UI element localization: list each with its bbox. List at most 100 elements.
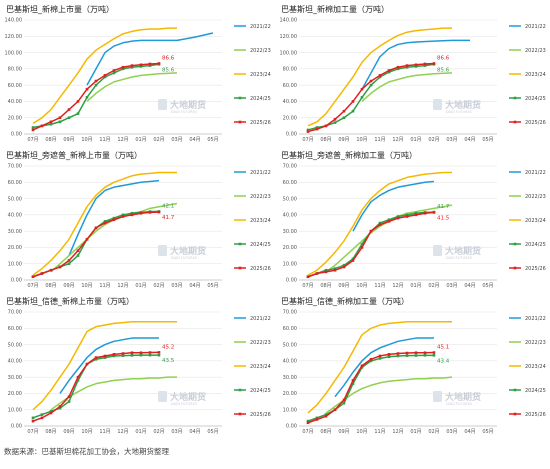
x-tick-label: 02月 [153, 137, 164, 143]
chart-title: 巴基斯坦_新棉加工量（万吨） [281, 5, 389, 14]
legend-marker [513, 120, 517, 124]
data-point-2025-26 [130, 351, 134, 355]
y-tick-label: 10.00 [283, 261, 297, 267]
watermark-subtext: DADI FUTURES [446, 402, 473, 406]
x-tick-label: 02月 [428, 429, 439, 435]
y-tick-label: 20.00 [8, 115, 22, 121]
watermark-subtext: DADI FUTURES [171, 110, 198, 114]
x-tick-label: 10月 [81, 429, 92, 435]
x-tick-label: 09月 [338, 429, 349, 435]
y-tick-label: 40.00 [283, 213, 297, 219]
data-label: 45.2 [162, 344, 174, 350]
data-point-2025-26 [130, 213, 134, 217]
data-point-2024-25 [67, 116, 71, 120]
data-label: 42.1 [162, 203, 174, 209]
legend-label: 2021/22 [525, 24, 546, 30]
data-point-2024-25 [94, 357, 98, 361]
y-tick-label: 40.00 [283, 359, 297, 365]
y-tick-label: 20.00 [283, 245, 297, 251]
x-tick-label: 04月 [189, 283, 200, 289]
legend-label: 2025/26 [250, 266, 271, 272]
data-point-2025-26 [432, 62, 436, 65]
y-tick-label: 60.00 [8, 180, 22, 186]
data-point-2025-26 [40, 124, 44, 128]
watermark-subtext: DADI FUTURES [171, 256, 198, 260]
data-point-2024-25 [67, 262, 71, 266]
x-tick-label: 07月 [302, 429, 313, 435]
data-point-2025-26 [342, 265, 346, 269]
data-point-2024-25 [121, 67, 125, 71]
x-tick-label: 11月 [374, 429, 385, 435]
data-point-2025-26 [148, 62, 152, 66]
x-tick-label: 07月 [27, 137, 38, 143]
x-tick-label: 01月 [135, 283, 146, 289]
x-tick-label: 09月 [63, 283, 74, 289]
data-point-2024-25 [387, 70, 391, 74]
data-point-2025-26 [139, 211, 143, 215]
data-label: 85.6 [437, 67, 450, 73]
legend-label: 2021/22 [250, 316, 271, 322]
legend-marker [513, 242, 517, 246]
y-tick-label: 50.00 [283, 342, 297, 348]
data-point-2025-26 [333, 118, 337, 121]
series-line-2021-22 [334, 337, 434, 398]
x-tick-label: 07月 [27, 283, 38, 289]
legend-marker [238, 266, 242, 270]
data-point-2025-26 [351, 259, 355, 262]
x-tick-label: 07月 [27, 429, 38, 435]
data-point-2025-26 [76, 375, 80, 379]
data-point-2024-25 [351, 257, 355, 261]
data-point-2025-26 [306, 275, 310, 279]
data-point-2024-25 [31, 126, 35, 129]
x-tick-label: 10月 [356, 283, 367, 289]
data-point-2025-26 [333, 408, 337, 412]
watermark-subtext: DADI FUTURES [446, 256, 473, 260]
y-tick-label: 20.00 [8, 245, 22, 251]
data-point-2024-25 [139, 353, 143, 357]
chart-title: 巴基斯坦_信德_新棉上市量（万吨） [6, 297, 134, 306]
data-point-2025-26 [58, 265, 62, 269]
data-point-2025-26 [85, 237, 89, 241]
chart-svg: 0.00 10.00 20.00 30.00 40.00 50.00 60.00 70.00 0… [283, 310, 546, 435]
legend-marker [513, 412, 517, 416]
x-tick-label: 11月 [99, 137, 110, 143]
data-point-2025-26 [342, 398, 346, 402]
data-point-2025-26 [31, 275, 35, 279]
data-point-2024-25 [414, 354, 418, 357]
data-label: 45.1 [437, 345, 449, 351]
data-point-2025-26 [315, 418, 319, 421]
legend-label: 2025/26 [250, 412, 271, 418]
data-point-2024-25 [369, 83, 373, 87]
data-point-2024-25 [333, 267, 337, 270]
data-label: 86.6 [437, 55, 450, 61]
data-point-2024-25 [342, 401, 346, 405]
series-line-2022-23 [361, 72, 453, 102]
data-point-2024-25 [306, 419, 310, 423]
series-line-2023-24 [32, 321, 177, 411]
data-point-2025-26 [49, 411, 53, 415]
x-tick-label: 01月 [410, 283, 421, 289]
data-point-2025-26 [324, 124, 328, 128]
data-point-2025-26 [378, 74, 382, 77]
data-point-2025-26 [360, 246, 364, 249]
data-point-2024-25 [342, 264, 346, 267]
data-point-2024-25 [351, 109, 355, 113]
data-point-2024-25 [121, 213, 125, 217]
data-point-2025-26 [157, 62, 161, 65]
y-tick-label: 60.00 [283, 83, 297, 89]
x-tick-label: 02月 [153, 283, 164, 289]
series-line-2022-23 [86, 72, 178, 102]
data-point-2024-25 [423, 64, 427, 67]
data-point-2024-25 [112, 354, 116, 358]
data-point-2025-26 [67, 395, 71, 398]
x-tick-label: 08月 [320, 137, 331, 143]
data-point-2025-26 [306, 421, 310, 425]
watermark-logo-icon [433, 391, 442, 402]
data-point-2025-26 [58, 405, 62, 408]
legend-label: 2022/23 [250, 340, 271, 346]
y-tick-label: 60.00 [283, 326, 297, 332]
data-point-2025-26 [139, 351, 143, 355]
data-point-2025-26 [148, 211, 152, 214]
x-tick-label: 03月 [446, 137, 457, 143]
data-point-2025-26 [360, 364, 364, 368]
